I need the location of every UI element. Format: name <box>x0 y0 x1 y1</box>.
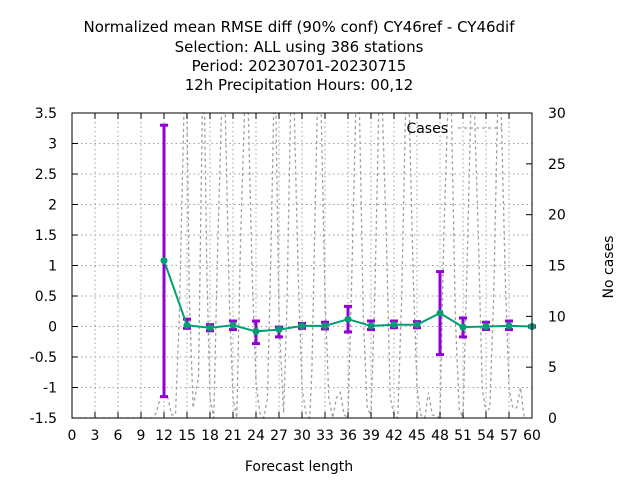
x-tick-label: 57 <box>500 428 518 444</box>
x-tick-label: 0 <box>68 428 77 444</box>
y-tick-label-left: 1.5 <box>35 228 57 244</box>
x-tick-label: 51 <box>454 428 472 444</box>
x-tick-label: 54 <box>477 428 495 444</box>
y-tick-label-left: 2.5 <box>35 167 57 183</box>
title-line-3: Period: 20230701-20230715 <box>192 57 407 75</box>
x-tick-label: 42 <box>385 428 403 444</box>
rmse-point <box>321 322 329 330</box>
x-tick-label: 9 <box>137 428 146 444</box>
y-tick-label-left: 3.5 <box>35 106 57 122</box>
rmse-point <box>459 323 467 331</box>
rmse-point <box>160 257 168 265</box>
axes: 0 3 6 9 12 15 18 21 24 27 30 33 36 39 42 45 48 51 54 57 60-1… <box>30 106 566 444</box>
y-axis-title-right: No cases <box>601 236 617 299</box>
x-tick-label: 45 <box>408 428 426 444</box>
x-tick-label: 6 <box>114 428 123 444</box>
rmse-point <box>206 324 214 332</box>
y-tick-label-left: 2 <box>48 198 57 214</box>
rmse-point <box>436 309 444 317</box>
title-line-1: Normalized mean RMSE diff (90% conf) CY4… <box>83 18 515 36</box>
legend-label-cases: Cases <box>406 121 448 137</box>
x-tick-label: 60 <box>523 428 541 444</box>
rmse-point <box>298 322 306 330</box>
x-tick-label: 27 <box>270 428 288 444</box>
y-tick-label-left: 3 <box>48 137 57 153</box>
x-tick-label: 39 <box>362 428 380 444</box>
x-tick-label: 12 <box>155 428 173 444</box>
rmse-point <box>367 322 375 330</box>
y-tick-label-right: 20 <box>548 208 566 224</box>
x-tick-label: 15 <box>178 428 196 444</box>
rmse-point <box>229 321 237 329</box>
y-tick-label-right: 15 <box>548 259 566 275</box>
y-tick-label-left: 0.5 <box>35 289 57 305</box>
rmse-point <box>505 322 513 330</box>
rmse-point <box>390 321 398 329</box>
title-block: Normalized mean RMSE diff (90% conf) CY4… <box>83 18 515 94</box>
x-tick-label: 33 <box>316 428 334 444</box>
x-tick-label: 30 <box>293 428 311 444</box>
x-tick-label: 21 <box>224 428 242 444</box>
rmse-point <box>275 326 283 334</box>
rmse-series <box>160 257 536 335</box>
title-line-4: 12h Precipitation Hours: 00,12 <box>185 76 414 94</box>
rmse-point <box>252 327 260 335</box>
y-tick-label-left: 1 <box>48 259 57 275</box>
rmse-point <box>413 321 421 329</box>
y-tick-label-right: 0 <box>548 411 557 427</box>
x-tick-label: 36 <box>339 428 357 444</box>
x-axis-title: Forecast length <box>245 459 353 475</box>
rmse-point <box>183 321 191 329</box>
x-tick-label: 24 <box>247 428 265 444</box>
y-tick-label-right: 25 <box>548 157 566 173</box>
y-tick-label-left: -1.5 <box>30 411 57 427</box>
y-tick-label-right: 30 <box>548 106 566 122</box>
y-tick-label-left: -0.5 <box>30 350 57 366</box>
y-tick-label-right: 10 <box>548 309 566 325</box>
y-tick-label-right: 5 <box>548 360 557 376</box>
y-tick-label-left: -1 <box>43 381 57 397</box>
y-tick-label-left: 0 <box>48 320 57 336</box>
x-tick-label: 18 <box>201 428 219 444</box>
legend: Cases <box>406 121 502 137</box>
rmse-point <box>344 315 352 323</box>
title-line-2: Selection: ALL using 386 stations <box>175 38 424 56</box>
x-tick-label: 48 <box>431 428 449 444</box>
x-tick-label: 3 <box>91 428 100 444</box>
rmse-point <box>482 323 490 330</box>
